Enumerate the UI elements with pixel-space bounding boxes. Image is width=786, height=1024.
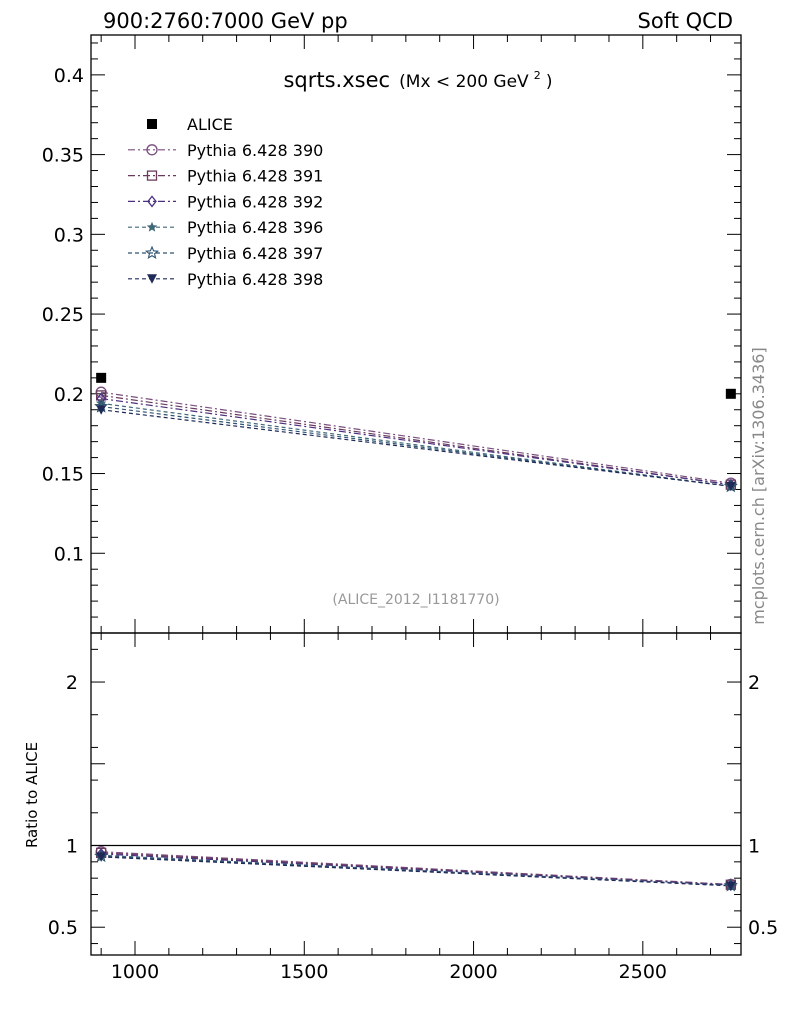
legend-label-p397: Pythia 6.428 397	[187, 244, 323, 263]
legend-marker-p390	[146, 144, 158, 156]
legend-label-p392: Pythia 6.428 392	[187, 192, 323, 211]
plot-title-cut-close: )	[546, 72, 553, 92]
main-y-tick-label: 0.4	[54, 65, 84, 87]
header-left: 900:2760:7000 GeV pp	[103, 9, 348, 33]
plot-frames	[90, 34, 742, 956]
legend-label-p396: Pythia 6.428 396	[187, 218, 323, 237]
legend-marker-p392	[147, 195, 157, 208]
main-y-tick-label: 0.3	[54, 224, 84, 246]
plot-title: sqrts.xsec (Mx < 200 GeV 2 )	[283, 64, 552, 92]
ratio-series-line-p398	[101, 856, 731, 887]
ratio-frame	[90, 632, 742, 956]
main-point-data	[96, 372, 107, 383]
legend-label-data: ALICE	[187, 115, 233, 134]
main-y-tick-label: 0.1	[54, 543, 84, 565]
legend-marker-p397	[144, 245, 160, 260]
main-point-p398	[725, 481, 736, 492]
main-point-p398	[96, 405, 107, 415]
ratio-point-p398	[96, 852, 107, 862]
main-point-data	[725, 388, 736, 399]
main-series-line-p390	[101, 391, 731, 484]
legend: ALICE Pythia 6.428 390 Pythia 6.428 391 Pyt…	[128, 115, 323, 289]
legend-label-p391: Pythia 6.428 391	[187, 167, 323, 186]
x-tick-label: 2500	[619, 961, 667, 983]
ratio-y-tick-label-right: 1	[748, 835, 760, 857]
legend-marker-data	[147, 119, 157, 129]
legend-label-p390: Pythia 6.428 390	[187, 141, 323, 160]
ratio-y-axis-label: Ratio to ALICE	[23, 742, 41, 848]
main-series-line-p398	[101, 409, 731, 487]
main-series-line-p396	[101, 402, 731, 487]
plot-title-main: sqrts.xsec	[283, 68, 390, 92]
header-right: Soft QCD	[638, 9, 733, 33]
main-y-tick-label: 0.25	[42, 304, 84, 326]
legend-label-p398: Pythia 6.428 398	[187, 270, 323, 289]
x-tick-label: 1500	[280, 961, 328, 983]
ratio-point-p398	[725, 881, 736, 891]
x-tick-label: 1000	[111, 961, 159, 983]
legend-marker-p391	[146, 170, 158, 181]
analysis-annotation: (ALICE_2012_I1181770)	[332, 592, 499, 608]
series-lines	[101, 391, 731, 887]
axis-ticks: 0.1 0.15 0.2 0.25 0.3 0.35 0.4 0.5 0.5 1 1 2 2 1000 15…	[42, 35, 778, 983]
ratio-y-tick-label-left: 0.5	[48, 917, 78, 939]
main-y-tick-label: 0.2	[54, 384, 84, 406]
ratio-y-tick-label-right: 2	[748, 672, 760, 694]
legend-marker-p398	[147, 274, 157, 284]
main-y-tick-label: 0.35	[42, 145, 84, 167]
side-label: mcplots.cern.ch [arXiv:1306.3436]	[749, 347, 768, 624]
ratio-y-tick-label-right: 0.5	[748, 917, 778, 939]
x-tick-label: 2000	[449, 961, 497, 983]
main-y-tick-label: 0.15	[42, 464, 84, 486]
series-markers	[94, 372, 738, 892]
legend-marker-p396	[146, 221, 158, 232]
main-series-line-p392	[101, 397, 731, 486]
plot-title-cut: (Mx < 200 GeV	[399, 72, 529, 92]
ratio-y-tick-label-left: 2	[66, 672, 78, 694]
ratio-y-tick-label-left: 1	[66, 835, 78, 857]
plot-title-cut-sup: 2	[534, 69, 541, 82]
